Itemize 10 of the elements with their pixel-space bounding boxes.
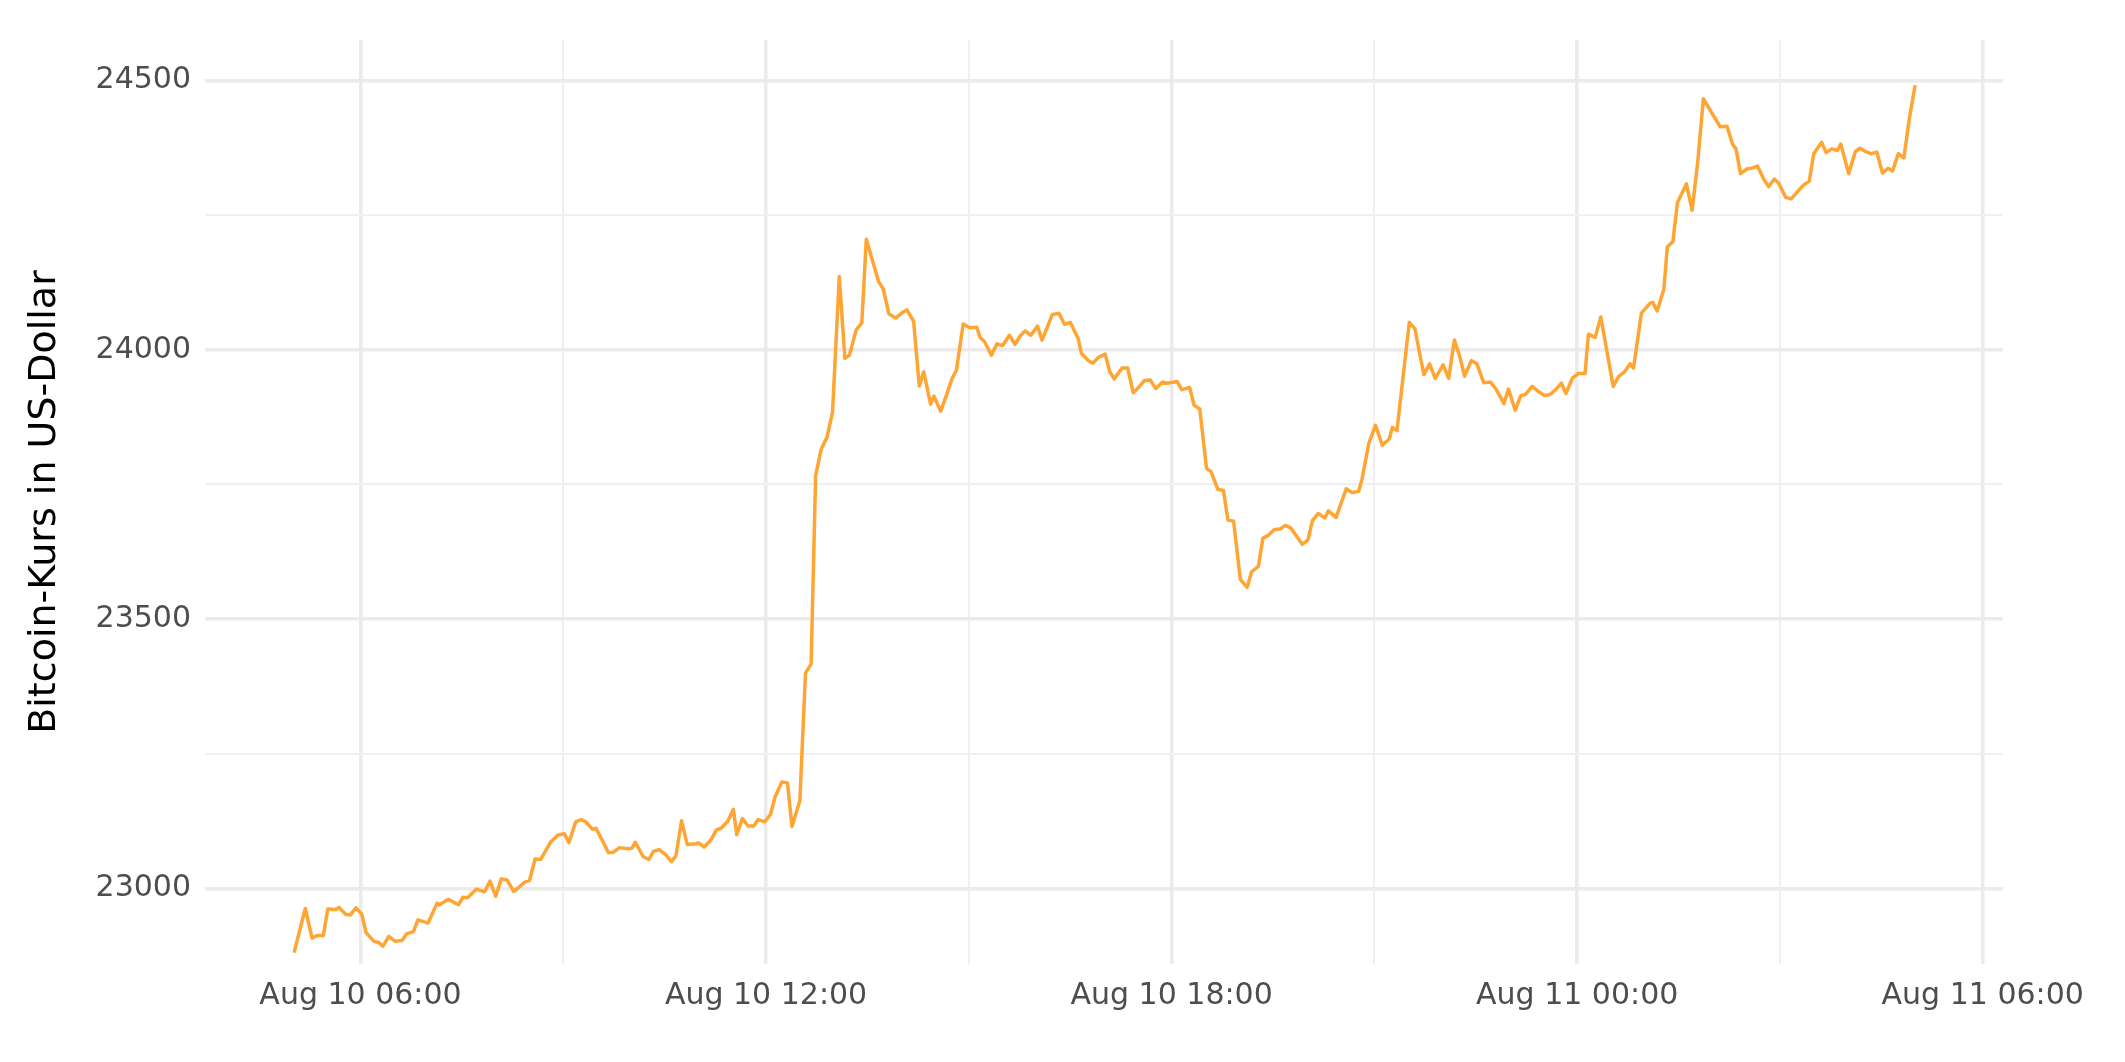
x-tick-label: Aug 11 00:00 <box>1476 975 1679 1011</box>
x-tick-label: Aug 11 06:00 <box>1881 975 2084 1011</box>
x-tick-label: Aug 10 06:00 <box>259 975 462 1011</box>
y-axis-title: Bitcoin-Kurs in US-Dollar <box>19 269 64 734</box>
y-tick-label: 23500 <box>95 598 192 634</box>
y-tick-label: 24000 <box>95 329 192 365</box>
y-tick-label: 23000 <box>95 868 192 904</box>
y-tick-label: 24500 <box>95 60 192 96</box>
x-tick-label: Aug 10 12:00 <box>664 975 868 1011</box>
x-tick-label: Aug 10 18:00 <box>1070 975 1273 1011</box>
